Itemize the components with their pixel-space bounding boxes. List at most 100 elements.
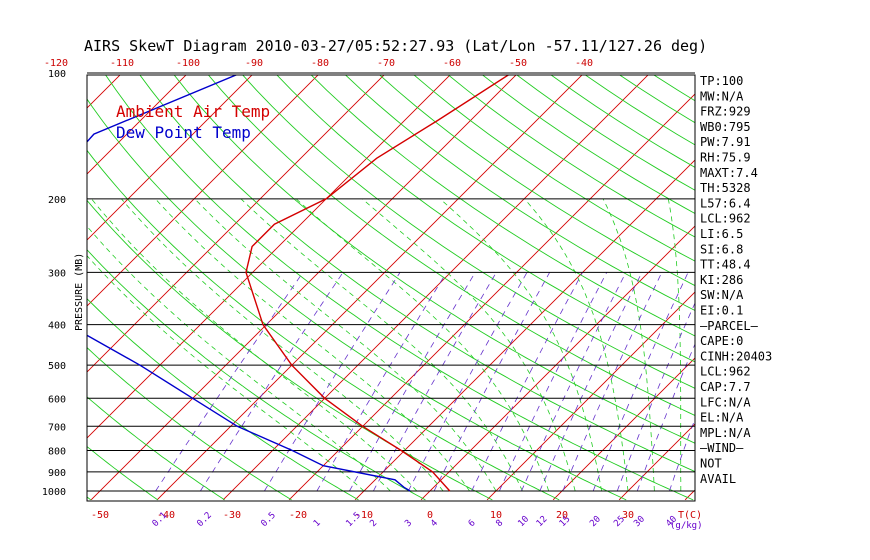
mixing-ratio-line [521, 272, 627, 492]
top-temp-tick-label: -100 [176, 58, 200, 69]
dry-adiabat-line [207, 75, 695, 417]
mixing-ratio-line [407, 272, 528, 492]
dry-adiabat-line [173, 75, 695, 444]
stability-index-label: EL:N/A [700, 411, 744, 425]
stability-index-label: SI:6.8 [700, 242, 743, 256]
stability-index-label: TP:100 [700, 74, 743, 88]
bottom-temp-tick-label: -10 [355, 510, 373, 521]
dry-adiabat-lines [0, 54, 695, 501]
mixing-ratio-tick-label: 20 [588, 514, 603, 529]
mixing-ratio-tick-label: 3 [403, 518, 414, 529]
bottom-temp-tick-label: -50 [91, 510, 109, 521]
pressure-tick-label: 600 [48, 394, 66, 405]
stability-index-label: FRZ:929 [700, 105, 751, 119]
stability-index-label: LI:6.5 [700, 227, 743, 241]
stability-index-label: MPL:N/A [700, 426, 751, 440]
bottom-temp-tick-label: 30 [622, 510, 634, 521]
stability-index-label: CAP:7.7 [700, 380, 751, 394]
mixing-ratio-line [264, 272, 401, 492]
series-lines [87, 75, 510, 492]
stability-index-label: LCL:962 [700, 212, 751, 226]
top-temp-axis: -120 -110 -100 -90 -80 -70 -60 -50 -40 [44, 58, 593, 69]
mixing-ratio-tick-label: 10 [516, 514, 531, 529]
legend-ambient-air-temp: Ambient Air Temp [116, 102, 270, 121]
stability-index-label: AVAIL [700, 472, 736, 486]
isotherm-line [0, 54, 9, 500]
top-temp-tick-label: -60 [443, 58, 461, 69]
chart-title: AIRS SkewT Diagram 2010-03-27/05:52:27.9… [84, 37, 707, 55]
isotherm-line [222, 75, 649, 501]
dry-adiabat-line [87, 396, 225, 501]
bottom-axis-unit: T(C) [678, 510, 702, 521]
isobar-lines [87, 72, 695, 492]
mixing-ratio-tick-label: 12 [535, 514, 550, 529]
top-temp-tick-label: -40 [575, 58, 593, 69]
isotherm-line [288, 93, 695, 501]
dry-adiabat-line [139, 75, 695, 473]
pressure-tick-label: 300 [48, 268, 66, 279]
stability-index-label: KI:286 [700, 273, 743, 287]
mixing-ratio-line [592, 272, 689, 492]
isotherm-line [87, 75, 385, 373]
pressure-tick-label: 1000 [42, 487, 66, 498]
dry-adiabat-line [87, 298, 359, 501]
dry-adiabat-line [413, 75, 695, 262]
dry-adiabat-line [276, 75, 695, 363]
pressure-tick-label: 400 [48, 321, 66, 332]
top-temp-tick-label: -110 [110, 58, 134, 69]
mixing-ratio-tick-label: 2 [368, 518, 379, 529]
mixing-axis-unit: (g/kg) [670, 521, 703, 531]
dry-adiabat-line [516, 75, 695, 191]
isotherm-line [751, 54, 870, 500]
dry-adiabat-line [105, 75, 694, 501]
isotherm-line [156, 75, 583, 501]
dry-adiabat-line [87, 445, 158, 501]
dry-adiabat-line [379, 75, 695, 287]
isotherm-line [87, 75, 253, 241]
mixing-ratio-tick-label: 30 [632, 514, 647, 529]
stability-index-label: CAPE:0 [700, 334, 743, 348]
pressure-tick-label: 200 [48, 195, 66, 206]
dry-adiabat-line [242, 75, 695, 389]
dry-adiabat-line [550, 75, 695, 168]
isotherm-line [486, 291, 695, 501]
moist-adiabat-line [439, 198, 602, 492]
bottom-temp-tick-label: 20 [556, 510, 568, 521]
dew-point-temp-line [87, 75, 411, 492]
dry-adiabat-line [0, 54, 24, 500]
stability-index-label: EI:0.1 [700, 304, 743, 318]
stability-index-label: TH:5328 [700, 181, 751, 195]
legend: Ambient Air Temp Dew Point Temp [116, 102, 270, 142]
mixing-ratio-line [349, 272, 476, 492]
stability-index-label: LCL:962 [700, 365, 751, 379]
stability-index-label: NOT [700, 457, 722, 471]
moist-adiabat-line [91, 198, 418, 492]
moist-adiabat-line [361, 198, 576, 492]
stability-index-label: RH:75.9 [700, 151, 751, 165]
mixing-ratio-line [373, 272, 497, 492]
pressure-tick-label: 100 [48, 69, 66, 80]
stability-index-label: MW:N/A [700, 89, 744, 103]
top-temp-tick-label: -80 [311, 58, 329, 69]
mixing-ratio-line [200, 272, 344, 492]
stability-index-label: TT:48.4 [700, 258, 751, 272]
top-temp-tick-label: -70 [377, 58, 395, 69]
bottom-temp-tick-label: -20 [289, 510, 307, 521]
stability-index-label: L57:6.4 [700, 196, 751, 210]
plot-frame [86, 74, 696, 502]
mixing-ratio-tick-label: 4 [429, 518, 440, 529]
mixing-ratio-line [539, 272, 643, 492]
dry-adiabat-line [310, 75, 695, 337]
isotherm-lines [0, 54, 870, 501]
dry-adiabat-line [481, 75, 695, 214]
legend-dew-point-temp: Dew Point Temp [116, 123, 251, 142]
stability-index-label: LFC:N/A [700, 395, 751, 409]
mixing-ratio-line [616, 302, 695, 492]
dry-adiabat-line [87, 149, 560, 501]
bottom-temp-tick-label: -40 [157, 510, 175, 521]
mixing-ratio-tick-label: 8 [494, 518, 505, 529]
mixing-ratio-tick-label: 6 [467, 518, 478, 529]
dry-adiabat-line [87, 346, 292, 501]
dry-adiabat-line [344, 75, 695, 312]
